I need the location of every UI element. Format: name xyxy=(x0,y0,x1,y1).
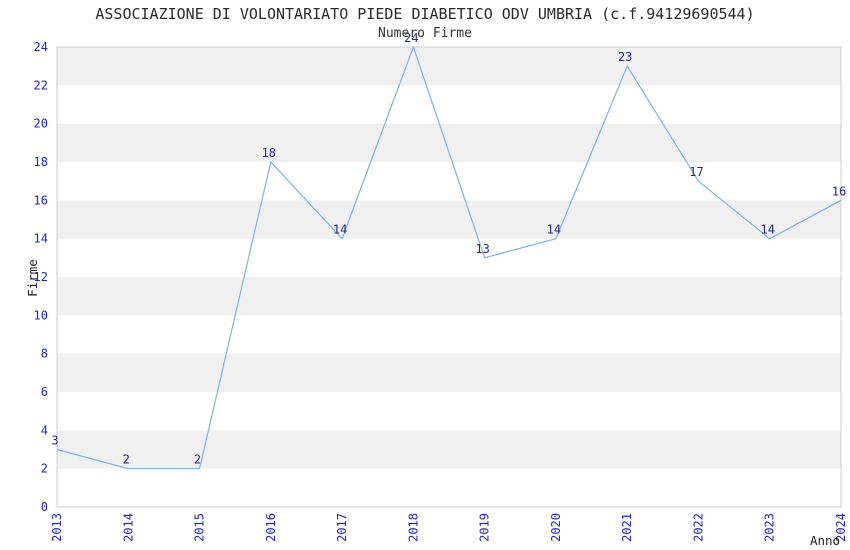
grid-band xyxy=(57,353,841,392)
data-label: 14 xyxy=(547,223,561,237)
x-tick-label: 2013 xyxy=(50,513,64,542)
chart-title: ASSOCIAZIONE DI VOLONTARIATO PIEDE DIABE… xyxy=(95,5,755,23)
grid-band xyxy=(57,200,841,239)
x-tick-label: 2019 xyxy=(478,513,492,542)
x-tick-label: 2020 xyxy=(549,513,563,542)
y-tick-label: 16 xyxy=(34,193,48,207)
y-tick-label: 8 xyxy=(41,347,48,361)
x-tick-label: 2016 xyxy=(264,513,278,542)
grid-band xyxy=(57,277,841,316)
x-tick-label: 2014 xyxy=(121,513,135,542)
y-tick-label: 10 xyxy=(34,308,48,322)
data-line xyxy=(56,46,842,470)
y-axis-title: Firme xyxy=(25,259,40,297)
chart-subtitle: Numero Firme xyxy=(378,26,472,41)
plot-border xyxy=(56,46,842,508)
data-label: 2 xyxy=(123,453,130,467)
x-tick-label: 2017 xyxy=(335,513,349,542)
x-tick-label: 2018 xyxy=(406,513,420,542)
grid-band xyxy=(57,47,841,86)
y-tick-label: 12 xyxy=(34,270,48,284)
y-tick-label: 14 xyxy=(34,232,48,246)
y-tick-label: 6 xyxy=(41,385,48,399)
data-label: 2 xyxy=(194,453,201,467)
data-label: 13 xyxy=(475,242,489,256)
data-label: 18 xyxy=(262,146,276,160)
data-label: 3 xyxy=(51,434,58,448)
data-label: 14 xyxy=(333,223,347,237)
x-tick-label: 2023 xyxy=(763,513,777,542)
grid-band xyxy=(57,430,841,469)
y-tick-label: 20 xyxy=(34,117,48,131)
x-axis-title: Anno xyxy=(810,533,840,548)
x-tick-label: 2021 xyxy=(620,513,634,542)
data-label: 23 xyxy=(618,50,632,64)
y-tick-label: 2 xyxy=(41,462,48,476)
grid-band xyxy=(57,123,841,162)
x-tick-label: 2024 xyxy=(834,513,848,542)
y-tick-label: 22 xyxy=(34,78,48,92)
data-label: 14 xyxy=(761,223,775,237)
x-tick-label: 2022 xyxy=(691,513,705,542)
data-label: 24 xyxy=(404,31,418,45)
data-label: 17 xyxy=(689,165,703,179)
y-tick-label: 0 xyxy=(41,500,48,514)
y-tick-label: 24 xyxy=(34,40,48,54)
data-label: 16 xyxy=(832,184,846,198)
y-tick-label: 18 xyxy=(34,155,48,169)
x-tick-label: 2015 xyxy=(193,513,207,542)
y-tick-label: 4 xyxy=(41,423,48,437)
